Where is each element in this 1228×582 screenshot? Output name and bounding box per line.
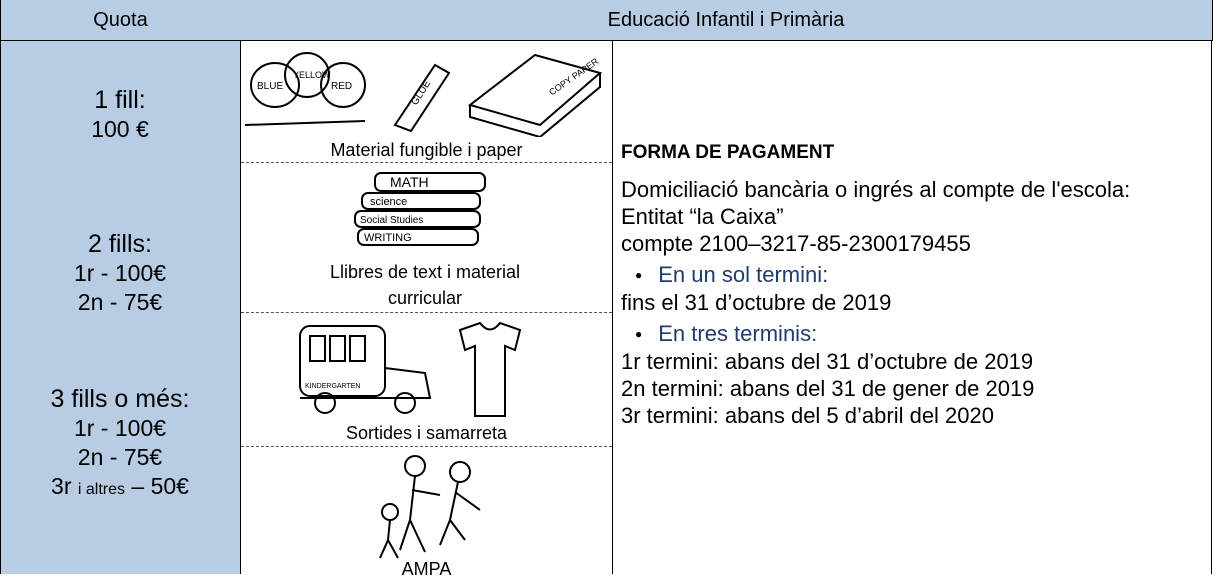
quota-line: 100 € <box>91 116 149 142</box>
svg-text:BLUE: BLUE <box>257 81 283 92</box>
books-illustration: MATH science Social Studies WRITING <box>354 172 486 246</box>
svg-text:MATH: MATH <box>390 174 429 190</box>
separator <box>241 446 612 447</box>
svg-text:WRITING: WRITING <box>364 232 412 244</box>
payment-line: 3r termini: abans del 5 d’abril del 2020 <box>621 403 995 428</box>
quota-title: 3 fills o més: <box>50 385 190 413</box>
quota-title: 2 fills: <box>88 230 152 258</box>
quota-text: i altres <box>77 481 125 498</box>
payment-line: Domiciliació bancària o ingrés al compte… <box>621 177 1131 202</box>
svg-text:RED: RED <box>331 81 352 92</box>
quota-3: 3 fills o més: 1r - 100€ 2n - 75€ 3r i a… <box>0 385 240 504</box>
payment-line: fins el 31 d’octubre de 2019 <box>621 290 892 315</box>
payment-line: Entitat “la Caixa” <box>621 204 784 229</box>
payment-option: En tres terminis: <box>621 320 1211 348</box>
quota-2: 2 fills: 1r - 100€ 2n - 75€ <box>0 230 240 317</box>
quota-title: 1 fill: <box>94 86 146 114</box>
quota-text: 3r <box>51 473 72 499</box>
item-caption: Llibres de text i material curricular <box>329 262 521 308</box>
quota-line: 3r i altres – 50€ <box>0 472 240 504</box>
payment-details: Domiciliació bancària o ingrés al compte… <box>621 176 1211 429</box>
item-caption: Material fungible i paper <box>330 140 523 160</box>
quota-1: 1 fill: 100 € <box>0 86 240 144</box>
ampa-illustration <box>379 455 481 559</box>
column-divider <box>612 41 613 574</box>
svg-text:YELLOW: YELLOW <box>293 70 331 80</box>
payment-line: 1r termini: abans del 31 d’octubre de 20… <box>621 349 1034 374</box>
item-caption: Sortides i samarreta <box>345 423 508 443</box>
svg-text:Social Studies: Social Studies <box>360 215 423 226</box>
quota-line: 1r - 100€ <box>73 260 167 286</box>
payment-line: compte 2100–3217-85-2300179455 <box>621 231 971 256</box>
quota-text: – 50€ <box>131 473 189 499</box>
quota-line: 1r - 100€ <box>73 415 167 441</box>
quota-header: Quota <box>0 0 241 41</box>
quota-line: 2n - 75€ <box>77 444 163 470</box>
svg-text:KINDERGARTEN: KINDERGARTEN <box>305 383 361 390</box>
level-header: Educació Infantil i Primària <box>240 0 1213 41</box>
right-border <box>1211 41 1212 574</box>
separator <box>241 312 612 313</box>
payment-title: FORMA DE PAGAMENT <box>621 142 835 163</box>
payment-option: En un sol termini: <box>621 261 1211 289</box>
svg-text:COPY PAPER: COPY PAPER <box>547 56 600 98</box>
separator <box>241 162 612 163</box>
quota-line: 2n - 75€ <box>77 289 163 315</box>
quota-column <box>0 41 241 574</box>
payment-line: 2n termini: abans del 31 de gener de 201… <box>621 376 1035 401</box>
item-caption: AMPA <box>401 559 452 579</box>
svg-text:science: science <box>370 196 407 208</box>
trip-illustration: KINDERGARTEN <box>299 321 522 417</box>
